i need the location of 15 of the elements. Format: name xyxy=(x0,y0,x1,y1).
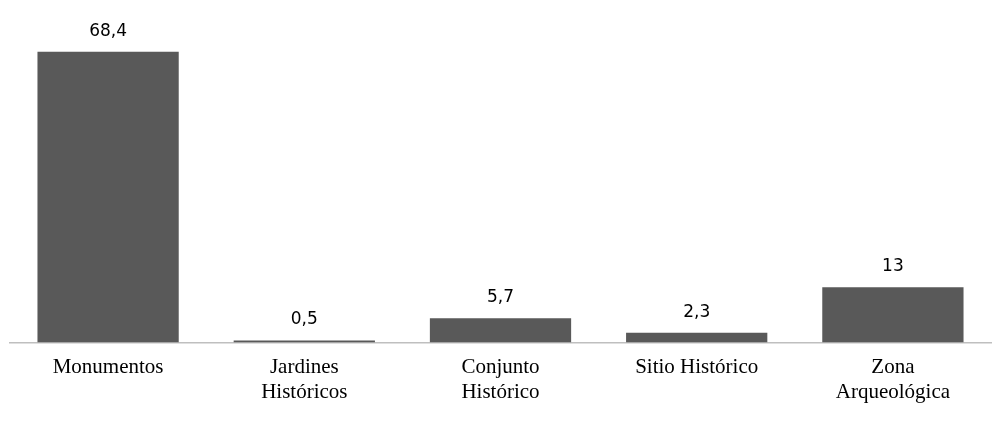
data-label: 68,4 xyxy=(89,19,128,40)
bar xyxy=(429,318,572,343)
x-tick-label: Zona Arqueológica xyxy=(835,353,951,403)
data-label: 5,7 xyxy=(486,286,515,307)
bar xyxy=(822,287,964,343)
bar xyxy=(37,51,179,343)
data-label: 13 xyxy=(882,255,904,276)
bar xyxy=(626,332,768,343)
x-tick-label: Monumentos xyxy=(52,353,164,378)
data-label: 0,5 xyxy=(290,308,318,329)
x-tick-label: Sitio Histórico xyxy=(635,353,759,378)
x-tick-label: Conjunto Histórico xyxy=(461,353,540,403)
bar xyxy=(233,340,375,343)
x-tick-label: Jardines Históricos xyxy=(261,353,348,403)
data-label: 2,3 xyxy=(683,300,711,321)
